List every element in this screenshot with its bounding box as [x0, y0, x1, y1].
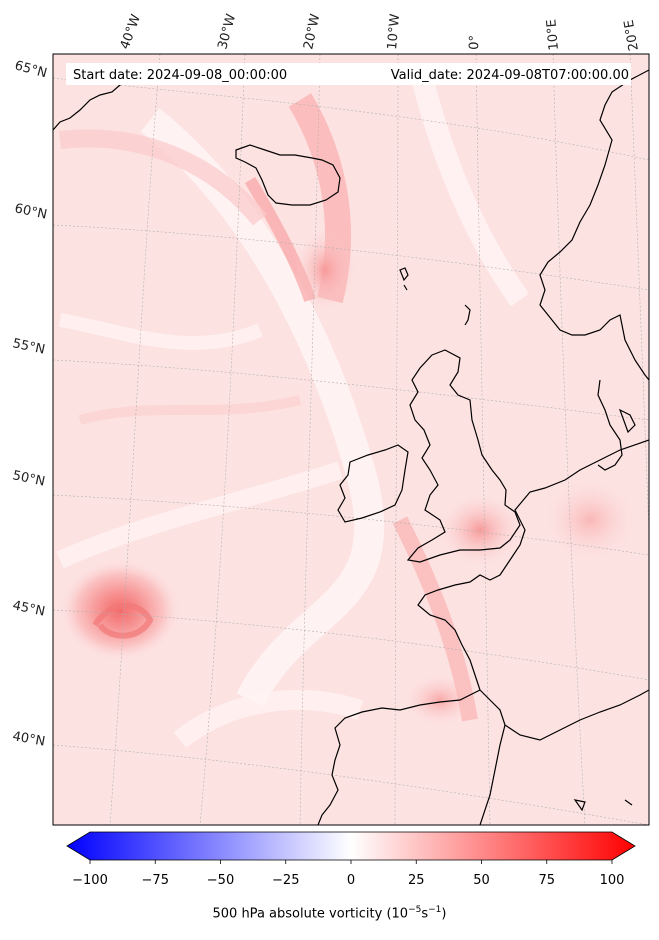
continental-europe-coast — [417, 439, 649, 691]
lat-label-40n: 40°N — [11, 729, 46, 749]
graticule — [53, 54, 649, 825]
colorbar-title: 500 hPa absolute vorticity (10−5s−1) — [212, 905, 447, 922]
lon-label-10e: 10°E — [544, 19, 562, 51]
lat-label-65n: 65°N — [13, 58, 49, 81]
lon-label-40w: 40°W — [118, 12, 144, 51]
colorbar-tick-label: −100 — [72, 873, 108, 888]
colorbar-bar — [66, 831, 636, 861]
lat-label-45n: 45°N — [11, 598, 46, 619]
great-britain-coast — [406, 349, 521, 563]
lon-label-10w: 10°W — [385, 13, 403, 50]
lon-label-20w: 20°W — [301, 12, 323, 50]
lat-label-60n: 60°N — [13, 201, 48, 222]
lat-label-50n: 50°N — [11, 468, 46, 489]
lon-label-0: 0° — [467, 35, 483, 50]
colorbar-tick-label: −75 — [142, 873, 169, 888]
iberia-coast — [317, 689, 481, 825]
colorbar: −100 −75 −50 −25 0 25 50 75 100 — [66, 831, 636, 888]
colorbar-ticks: −100 −75 −50 −25 0 25 50 75 100 — [72, 860, 624, 888]
coastlines — [53, 69, 649, 825]
colorbar-tick-label: −50 — [207, 873, 234, 888]
valid-date-label: Valid_date: 2024-09-08T07:00:00.00 — [391, 68, 629, 83]
colorbar-tick-label: 0 — [347, 873, 355, 888]
colorbar-tick-label: 50 — [473, 873, 490, 888]
colorbar-tick-label: 75 — [538, 873, 555, 888]
lon-label-20e: 20°E — [622, 19, 642, 52]
colorbar-tick-label: 25 — [408, 873, 425, 888]
colorbar-tick-label: 100 — [600, 873, 625, 888]
scandinavia-coast — [539, 69, 649, 381]
header-box — [66, 63, 631, 85]
vorticity-field — [53, 54, 649, 825]
colorbar-tick-label: −25 — [272, 873, 299, 888]
lat-label-55n: 55°N — [11, 336, 46, 357]
start-date-label: Start date: 2024-09-08_00:00:00 — [73, 68, 287, 83]
lon-label-30w: 30°W — [215, 12, 239, 51]
iceland-coast — [235, 144, 341, 206]
map-frame — [52, 53, 650, 826]
ireland-coast — [337, 444, 409, 523]
